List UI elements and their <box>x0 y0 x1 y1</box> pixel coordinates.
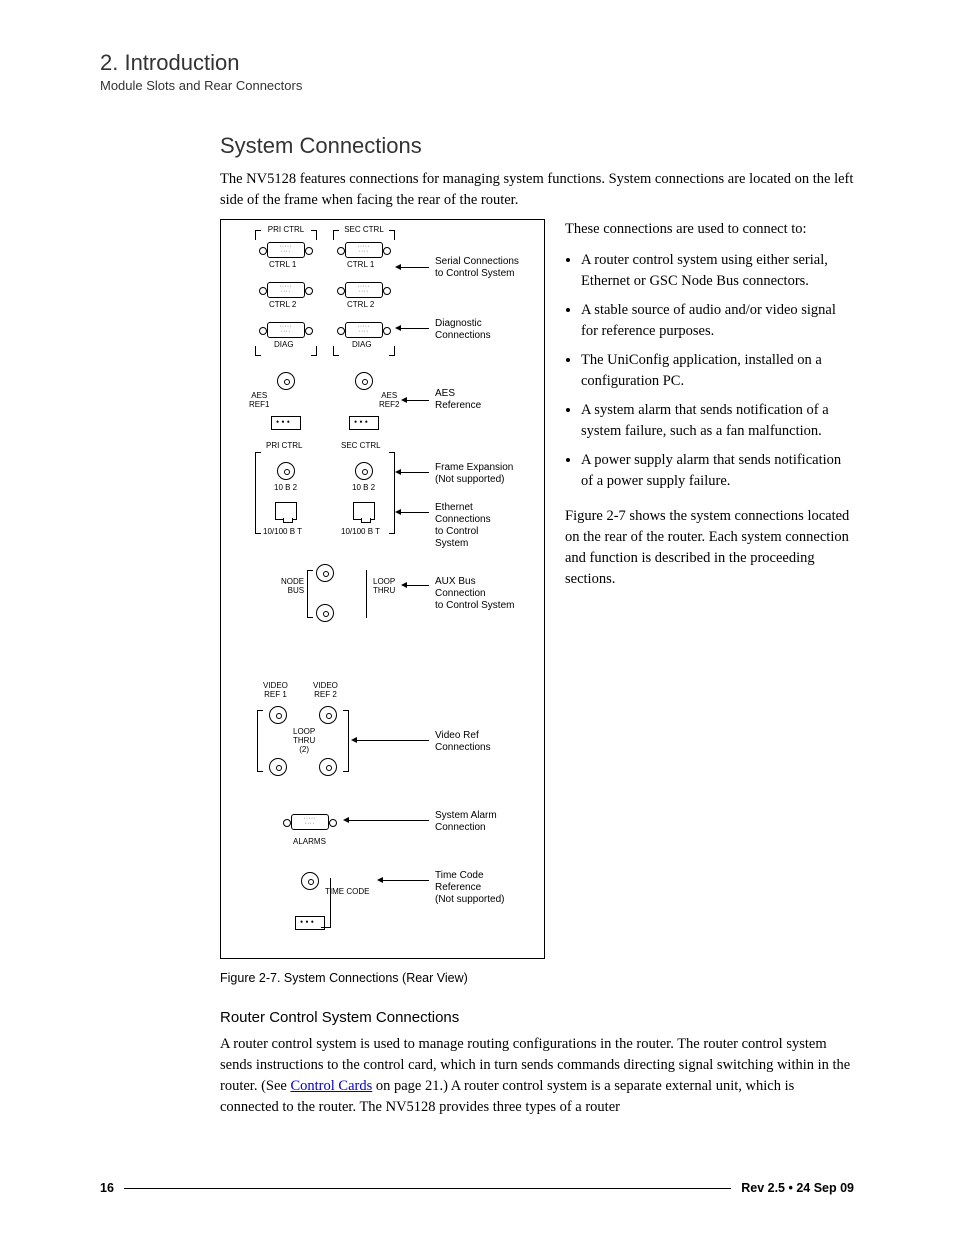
list-item: A system alarm that sends notification o… <box>581 400 854 442</box>
label-ctrl2-r: CTRL 2 <box>347 301 374 310</box>
bnc-timecode <box>301 872 319 890</box>
label-aes1: AES REF1 <box>249 392 269 410</box>
arrow-alarm <box>347 820 429 821</box>
label-ctrl1-r: CTRL 1 <box>347 261 374 270</box>
label-vref1: VIDEO REF 1 <box>263 682 288 700</box>
label-ctrl2-l: CTRL 2 <box>269 301 296 310</box>
db9-pri-ctrl2: ∙∙∙∙∙∙∙∙∙ <box>267 282 305 298</box>
label-10b2-l: 10 B 2 <box>274 484 297 493</box>
phoenix-aes2 <box>349 416 379 430</box>
label-timecode: TIME CODE <box>325 888 369 897</box>
bnc-vref2b <box>319 758 337 776</box>
label-loopthru2: LOOP THRU (2) <box>293 728 315 754</box>
bnc-vref1t <box>269 706 287 724</box>
footer-rule <box>124 1188 731 1189</box>
page-footer: 16 Rev 2.5 • 24 Sep 09 <box>100 1181 854 1195</box>
chapter-title: 2. Introduction <box>100 50 854 76</box>
rj45-l <box>275 502 297 520</box>
bnc-vref2t <box>319 706 337 724</box>
arrow-frame <box>399 472 429 473</box>
label-eth-l: 10/100 B T <box>263 528 302 537</box>
list-item: A router control system using either ser… <box>581 250 854 292</box>
figure-caption: Figure 2-7. System Connections (Rear Vie… <box>220 971 854 985</box>
db9-pri-ctrl1: ∙∙∙∙∙∙∙∙∙ <box>267 242 305 258</box>
arrow-video <box>355 740 429 741</box>
db9-sec-diag: ∙∙∙∙∙∙∙∙∙ <box>345 322 383 338</box>
phoenix-aes1 <box>271 416 301 430</box>
label-loopthru: LOOP THRU <box>373 578 395 596</box>
annot-aux: AUX Bus Connection to Control System <box>435 576 514 612</box>
db9-sec-ctrl1: ∙∙∙∙∙∙∙∙∙ <box>345 242 383 258</box>
list-item: A stable source of audio and/or video si… <box>581 300 854 342</box>
list-item: A power supply alarm that sends notifica… <box>581 450 854 492</box>
rj45-r <box>353 502 375 520</box>
label-ctrl1-l: CTRL 1 <box>269 261 296 270</box>
label-diag-l: DIAG <box>274 341 294 350</box>
arrow-serial <box>399 267 429 268</box>
label-10b2-r: 10 B 2 <box>352 484 375 493</box>
arrow-diag <box>399 328 429 329</box>
bnc-aes-ref1 <box>277 372 295 390</box>
bnc-aes-ref2 <box>355 372 373 390</box>
annot-eth: Ethernet Connections to Control System <box>435 502 491 550</box>
subsection-body: A router control system is used to manag… <box>220 1034 854 1118</box>
bnc-10b2-r <box>355 462 373 480</box>
list-item: The UniConfig application, installed on … <box>581 350 854 392</box>
annot-frame: Frame Expansion (Not supported) <box>435 462 513 486</box>
bullet-list: A router control system using either ser… <box>581 250 854 492</box>
arrow-aux <box>405 585 429 586</box>
db9-sec-ctrl2: ∙∙∙∙∙∙∙∙∙ <box>345 282 383 298</box>
label-diag-r: DIAG <box>352 341 372 350</box>
arrow-tc <box>381 880 429 881</box>
label-vref2: VIDEO REF 2 <box>313 682 338 700</box>
label-sec2: SEC CTRL <box>341 442 381 451</box>
annot-serial: Serial Connections to Control System <box>435 256 519 280</box>
page-number: 16 <box>100 1181 114 1195</box>
label-pri-ctrl: PRI CTRL <box>261 226 311 235</box>
label-nodebus: NODE BUS <box>281 578 304 596</box>
control-cards-link[interactable]: Control Cards <box>290 1078 372 1094</box>
bnc-vref1b <box>269 758 287 776</box>
annot-tc: Time Code Reference (Not supported) <box>435 870 504 906</box>
revision-text: Rev 2.5 • 24 Sep 09 <box>741 1181 854 1195</box>
intro-paragraph: The NV5128 features connections for mana… <box>220 169 854 211</box>
annot-alarm: System Alarm Connection <box>435 810 497 834</box>
label-aes2: AES REF2 <box>379 392 399 410</box>
bnc-loopthru <box>316 604 334 622</box>
db9-pri-diag: ∙∙∙∙∙∙∙∙∙ <box>267 322 305 338</box>
bnc-10b2-l <box>277 462 295 480</box>
arrow-eth <box>399 512 429 513</box>
label-alarms: ALARMS <box>293 838 326 847</box>
db9-alarm: ∙∙∙∙∙∙∙∙∙ <box>291 814 329 830</box>
label-sec-ctrl: SEC CTRL <box>339 226 389 235</box>
lead-paragraph: These connections are used to connect to… <box>565 219 854 240</box>
chapter-subtitle: Module Slots and Rear Connectors <box>100 78 854 93</box>
bnc-nodebus <box>316 564 334 582</box>
label-eth-r: 10/100 B T <box>341 528 380 537</box>
system-connections-diagram: PRI CTRL SEC CTRL ∙∙∙∙∙∙∙∙∙ ∙∙∙∙∙∙∙∙∙ CT… <box>220 219 545 959</box>
annot-diag: Diagnostic Connections <box>435 318 491 342</box>
subsection-heading: Router Control System Connections <box>220 1009 854 1026</box>
closing-paragraph: Figure 2-7 shows the system connections … <box>565 506 854 590</box>
annot-aes: AES Reference <box>435 388 481 412</box>
section-heading: System Connections <box>220 133 854 159</box>
annot-video: Video Ref Connections <box>435 730 491 754</box>
label-pri2: PRI CTRL <box>266 442 302 451</box>
arrow-aes <box>405 400 429 401</box>
